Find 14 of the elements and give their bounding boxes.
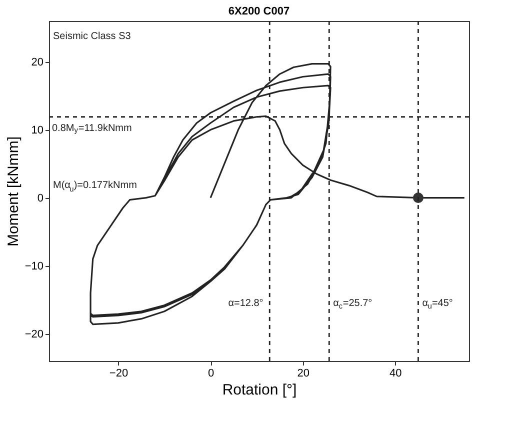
y-tick-label: 20 — [31, 56, 44, 68]
x-tick-label: 0 — [208, 368, 214, 380]
x-axis-title: Rotation [°] — [222, 382, 297, 398]
ref-line-label: α=12.8° — [228, 298, 264, 310]
x-tick-label: 40 — [390, 368, 402, 380]
annotation: Seismic Class S3 — [53, 31, 132, 42]
chart-title: 6X200 C007 — [228, 5, 290, 18]
y-axis-title: Moment [kNmm] — [4, 136, 22, 247]
y-tick-label: 10 — [31, 124, 44, 136]
y-tick-label: −10 — [24, 260, 44, 272]
x-tick-label: −20 — [109, 368, 128, 380]
x-tick-label: 20 — [297, 368, 310, 380]
y-tick-label: 0 — [37, 192, 44, 204]
y-tick-label: −20 — [24, 328, 44, 340]
